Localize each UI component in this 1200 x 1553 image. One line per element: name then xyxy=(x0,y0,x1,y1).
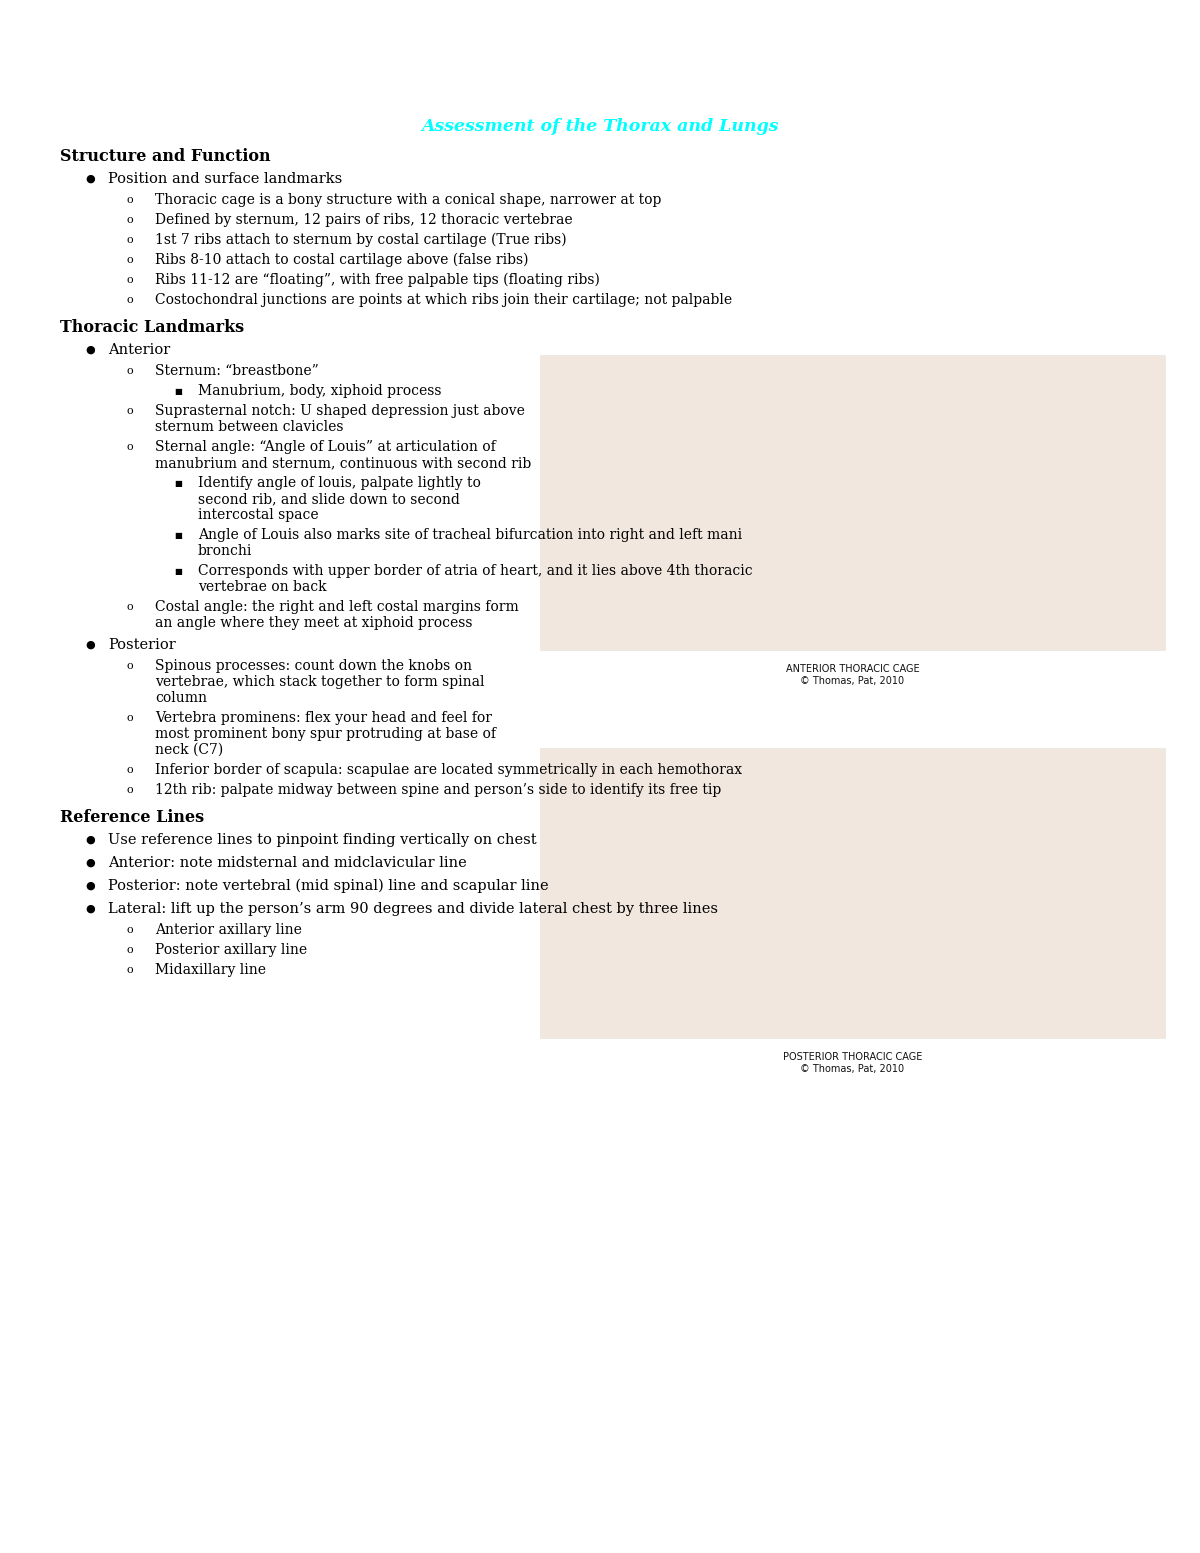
Text: o: o xyxy=(127,295,133,304)
Text: manubrium and sternum, continuous with second rib: manubrium and sternum, continuous with s… xyxy=(155,457,532,471)
Text: Midaxillary line: Midaxillary line xyxy=(155,963,266,977)
Text: ●: ● xyxy=(85,640,95,651)
Text: Use reference lines to pinpoint finding vertically on chest: Use reference lines to pinpoint finding … xyxy=(108,832,536,846)
Text: Anterior: Anterior xyxy=(108,343,170,357)
Text: ■: ■ xyxy=(174,531,182,540)
Text: Manubrium, body, xiphoid process: Manubrium, body, xiphoid process xyxy=(198,384,442,398)
Text: o: o xyxy=(127,196,133,205)
Text: ■: ■ xyxy=(174,478,182,488)
Text: Anterior axillary line: Anterior axillary line xyxy=(155,922,302,936)
Text: Posterior axillary line: Posterior axillary line xyxy=(155,943,307,957)
Text: sternum between clavicles: sternum between clavicles xyxy=(155,419,343,433)
Text: Defined by sternum, 12 pairs of ribs, 12 thoracic vertebrae: Defined by sternum, 12 pairs of ribs, 12… xyxy=(155,213,572,227)
Text: o: o xyxy=(127,235,133,245)
Text: Thoracic cage is a bony structure with a conical shape, narrower at top: Thoracic cage is a bony structure with a… xyxy=(155,193,661,207)
Text: o: o xyxy=(127,275,133,286)
Text: Anterior: note midsternal and midclavicular line: Anterior: note midsternal and midclavicu… xyxy=(108,856,467,870)
Text: Ribs 8-10 attach to costal cartilage above (false ribs): Ribs 8-10 attach to costal cartilage abo… xyxy=(155,253,528,267)
Text: an angle where they meet at xiphoid process: an angle where they meet at xiphoid proc… xyxy=(155,617,473,631)
Text: ANTERIOR THORACIC CAGE: ANTERIOR THORACIC CAGE xyxy=(786,665,919,674)
FancyBboxPatch shape xyxy=(540,356,1165,651)
Text: o: o xyxy=(127,944,133,955)
Text: Structure and Function: Structure and Function xyxy=(60,148,271,165)
Text: ■: ■ xyxy=(174,387,182,396)
Text: © Thomas, Pat, 2010: © Thomas, Pat, 2010 xyxy=(800,676,905,686)
Text: © Thomas, Pat, 2010: © Thomas, Pat, 2010 xyxy=(800,1064,905,1075)
Text: o: o xyxy=(127,405,133,416)
Text: Posterior: Posterior xyxy=(108,638,175,652)
Text: ■: ■ xyxy=(174,567,182,576)
Text: 1st 7 ribs attach to sternum by costal cartilage (True ribs): 1st 7 ribs attach to sternum by costal c… xyxy=(155,233,566,247)
Text: vertebrae, which stack together to form spinal: vertebrae, which stack together to form … xyxy=(155,676,485,690)
Text: o: o xyxy=(127,766,133,775)
Text: o: o xyxy=(127,713,133,724)
Text: Reference Lines: Reference Lines xyxy=(60,809,204,826)
Text: POSTERIOR THORACIC CAGE: POSTERIOR THORACIC CAGE xyxy=(782,1051,922,1062)
Text: Posterior: note vertebral (mid spinal) line and scapular line: Posterior: note vertebral (mid spinal) l… xyxy=(108,879,548,893)
Text: o: o xyxy=(127,964,133,975)
Text: vertebrae on back: vertebrae on back xyxy=(198,579,326,593)
FancyBboxPatch shape xyxy=(540,749,1165,1037)
Text: Position and surface landmarks: Position and surface landmarks xyxy=(108,172,342,186)
Text: Suprasternal notch: U shaped depression just above: Suprasternal notch: U shaped depression … xyxy=(155,404,524,418)
Text: ●: ● xyxy=(85,904,95,915)
Text: Sternal angle: “Angle of Louis” at articulation of: Sternal angle: “Angle of Louis” at artic… xyxy=(155,439,496,453)
Text: Sternum: “breastbone”: Sternum: “breastbone” xyxy=(155,363,319,377)
Text: ●: ● xyxy=(85,836,95,845)
Text: ●: ● xyxy=(85,881,95,891)
Text: Angle of Louis also marks site of tracheal bifurcation into right and left mani: Angle of Louis also marks site of trache… xyxy=(198,528,742,542)
Text: bronchi: bronchi xyxy=(198,544,252,558)
Text: o: o xyxy=(127,662,133,671)
Text: o: o xyxy=(127,214,133,225)
Text: Spinous processes: count down the knobs on: Spinous processes: count down the knobs … xyxy=(155,658,472,672)
Text: o: o xyxy=(127,443,133,452)
Text: o: o xyxy=(127,926,133,935)
Text: Lateral: lift up the person’s arm 90 degrees and divide lateral chest by three l: Lateral: lift up the person’s arm 90 deg… xyxy=(108,902,718,916)
Text: Identify angle of louis, palpate lightly to: Identify angle of louis, palpate lightly… xyxy=(198,477,481,491)
Text: Assessment of the Thorax and Lungs: Assessment of the Thorax and Lungs xyxy=(421,118,779,135)
Text: o: o xyxy=(127,255,133,266)
Text: column: column xyxy=(155,691,208,705)
Text: o: o xyxy=(127,367,133,376)
Text: second rib, and slide down to second: second rib, and slide down to second xyxy=(198,492,460,506)
Text: intercostal space: intercostal space xyxy=(198,508,319,522)
Text: ●: ● xyxy=(85,345,95,356)
Text: most prominent bony spur protruding at base of: most prominent bony spur protruding at b… xyxy=(155,727,496,741)
Text: Corresponds with upper border of atria of heart, and it lies above 4th thoracic: Corresponds with upper border of atria o… xyxy=(198,564,752,578)
Text: ●: ● xyxy=(85,857,95,868)
Text: o: o xyxy=(127,603,133,612)
Text: neck (C7): neck (C7) xyxy=(155,742,223,756)
Text: Inferior border of scapula: scapulae are located symmetrically in each hemothora: Inferior border of scapula: scapulae are… xyxy=(155,763,742,776)
Text: ●: ● xyxy=(85,174,95,183)
Text: Costochondral junctions are points at which ribs join their cartilage; not palpa: Costochondral junctions are points at wh… xyxy=(155,294,732,307)
Text: o: o xyxy=(127,784,133,795)
Text: Costal angle: the right and left costal margins form: Costal angle: the right and left costal … xyxy=(155,599,518,613)
Text: 12th rib: palpate midway between spine and person’s side to identify its free ti: 12th rib: palpate midway between spine a… xyxy=(155,783,721,797)
Text: Vertebra prominens: flex your head and feel for: Vertebra prominens: flex your head and f… xyxy=(155,711,492,725)
Text: Ribs 11-12 are “floating”, with free palpable tips (floating ribs): Ribs 11-12 are “floating”, with free pal… xyxy=(155,273,600,287)
Text: Thoracic Landmarks: Thoracic Landmarks xyxy=(60,318,244,335)
